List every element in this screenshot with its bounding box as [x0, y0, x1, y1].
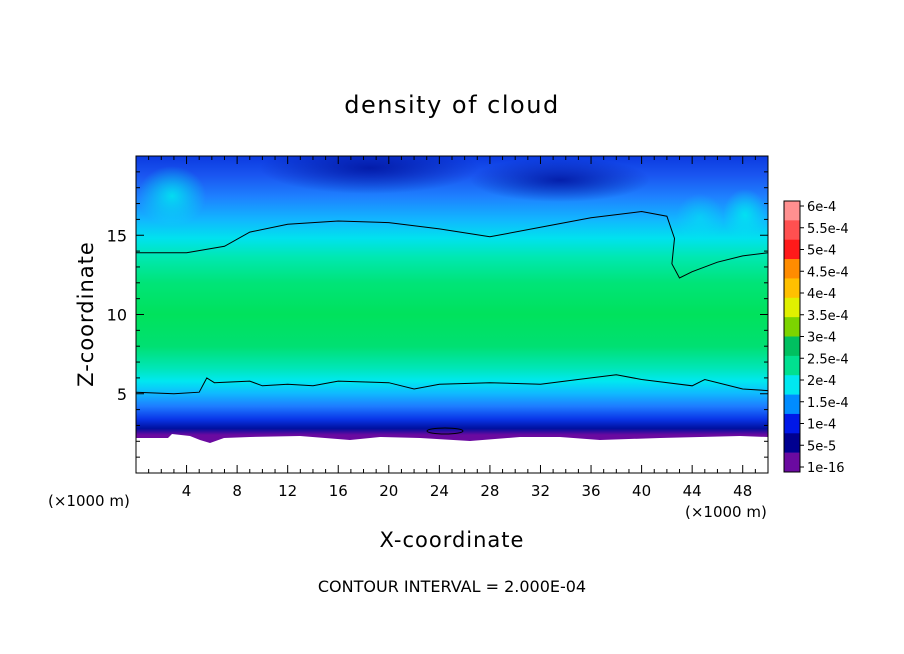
colorbar-label: 1e-4 — [807, 418, 836, 433]
x-axis: 4 8 12 16 20 24 28 32 36 40 44 48 — [148, 156, 756, 500]
colorbar-label: 5.5e-4 — [807, 222, 849, 237]
colorbar-label: 6e-4 — [807, 200, 836, 215]
x-tick-label: 28 — [480, 482, 499, 500]
x-tick-label: 40 — [632, 482, 651, 500]
x-tick-label: 32 — [531, 482, 550, 500]
top-cyan-patch — [723, 189, 767, 241]
heatmap-field — [136, 156, 768, 473]
ground-mask — [136, 434, 768, 473]
y-axis-label: Z-coordinate — [74, 241, 98, 387]
colorbar-label: 1e-16 — [807, 461, 845, 476]
colorbar-swatch — [784, 355, 800, 376]
top-dark-patch — [260, 156, 480, 194]
colorbar-swatch — [784, 413, 800, 434]
x-axis-label: X-coordinate — [380, 528, 525, 552]
colorbar-label: 3.5e-4 — [807, 309, 849, 324]
top-cyan-patch — [676, 194, 724, 242]
x-tick-label: 12 — [278, 482, 297, 500]
top-dark-patch — [470, 158, 650, 202]
colorbar-label: 5e-4 — [807, 244, 836, 259]
colorbar-swatch — [784, 336, 800, 357]
x-tick-label: 8 — [232, 482, 242, 500]
y-tick-label: 10 — [107, 306, 127, 325]
colorbar-swatch — [784, 259, 800, 279]
lower-contour-line — [135, 374, 769, 395]
colorbar-label: 4e-4 — [807, 287, 836, 302]
colorbar-swatch — [784, 317, 800, 337]
x-tick-label: 16 — [329, 482, 348, 500]
x-tick-label: 36 — [581, 482, 600, 500]
x-tick-label: 4 — [182, 482, 192, 500]
colorbar-swatch — [784, 278, 800, 299]
colorbar-label: 1.5e-4 — [807, 396, 849, 411]
y-tick-label: 5 — [117, 385, 127, 404]
colorbar-label: 2.5e-4 — [807, 352, 849, 367]
colorbar-label: 4.5e-4 — [807, 265, 849, 280]
y-axis: 5 10 15 — [107, 171, 768, 458]
colorbar-swatch — [784, 452, 800, 473]
colorbar-swatch — [784, 394, 800, 415]
colorbar-label: 5e-5 — [807, 439, 836, 454]
colorbar-swatch — [784, 375, 800, 395]
chart-title: density of cloud — [344, 91, 559, 119]
x-tick-label: 24 — [430, 482, 449, 500]
top-cyan-patch — [138, 166, 206, 226]
colorbar-label: 2e-4 — [807, 374, 836, 389]
colorbar: 6e-4 5.5e-4 5e-4 4.5e-4 4e-4 3.5e-4 3e-4 2.5e-4… — [783, 200, 849, 476]
contour-ring — [426, 427, 464, 435]
y-tick-label: 15 — [107, 226, 127, 245]
x-unit-label-left: (×1000 m) — [48, 492, 130, 510]
colorbar-label: 3e-4 — [807, 331, 836, 346]
field-gradient — [136, 156, 768, 473]
x-unit-label-right: (×1000 m) — [685, 503, 767, 521]
upper-contour-line — [136, 210, 769, 279]
x-tick-label: 44 — [683, 482, 702, 500]
x-tick-label: 20 — [379, 482, 398, 500]
colorbar-swatch — [784, 201, 800, 221]
x-tick-label: 48 — [733, 482, 752, 500]
colorbar-swatch — [784, 220, 800, 241]
contour-interval-footer: CONTOUR INTERVAL = 2.000E-04 — [318, 577, 586, 596]
colorbar-swatch — [784, 433, 800, 453]
colorbar-swatch — [784, 297, 800, 318]
colorbar-swatch — [784, 239, 800, 260]
